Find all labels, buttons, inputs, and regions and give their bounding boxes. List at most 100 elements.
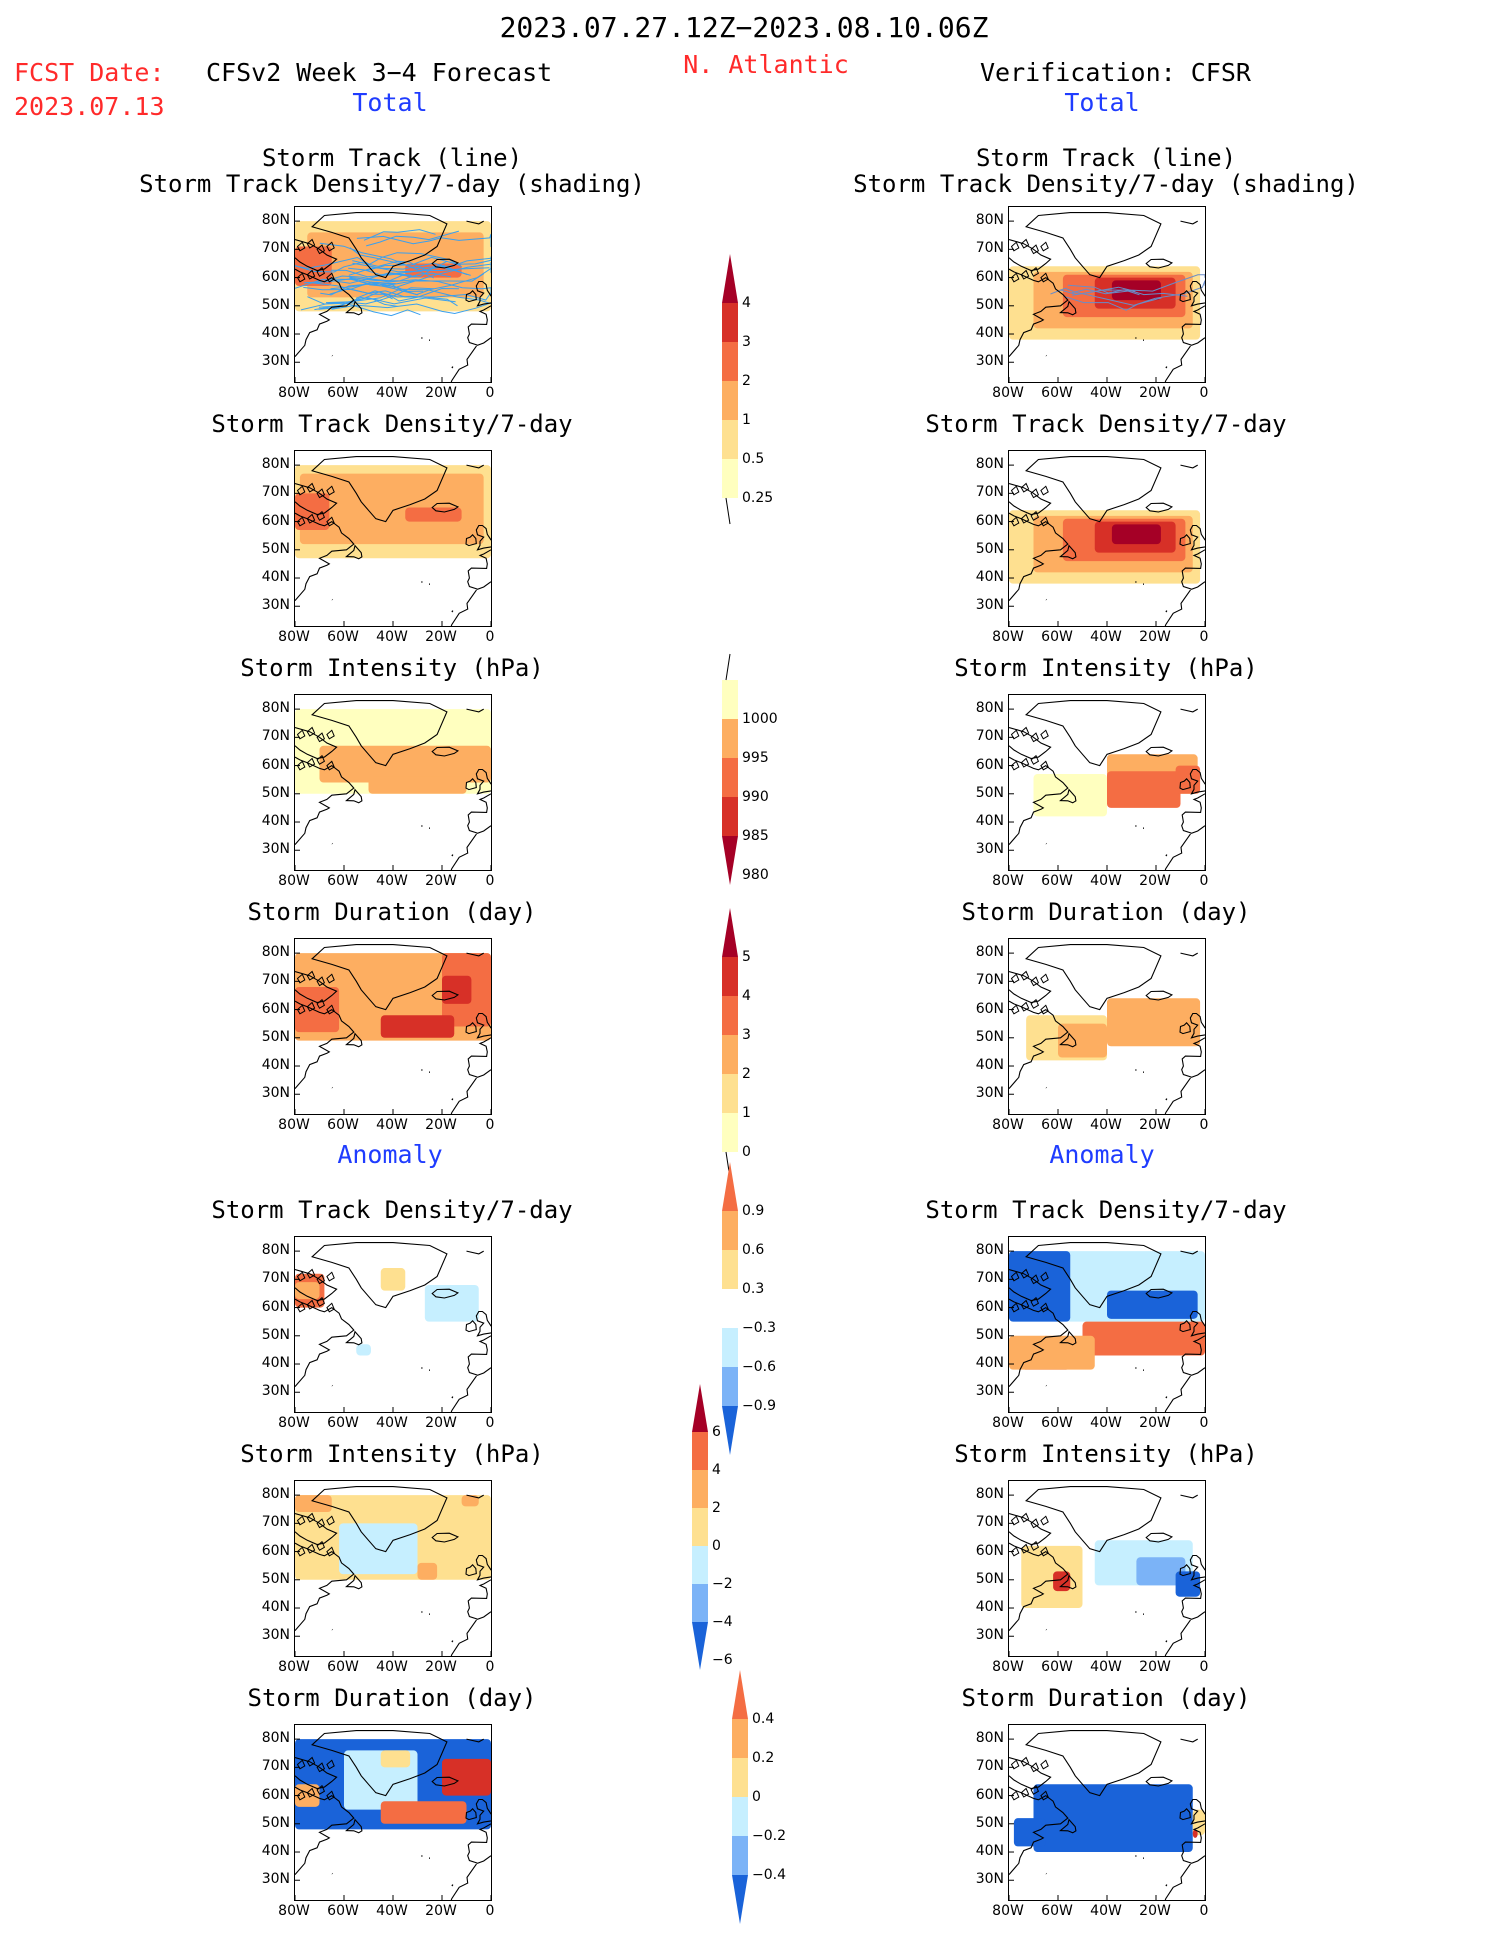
- cf-anom-density-shade-2: [1107, 1291, 1198, 1319]
- fc-duration-isle-0: [452, 1099, 453, 1100]
- cb-intensity-swatch-0: [722, 680, 738, 719]
- cb-anom-duration-label: 0: [752, 1789, 761, 1805]
- cf-duration-lon-label: 80W: [992, 1117, 1024, 1133]
- cf-anom-duration-lat-label: 30N: [970, 1871, 1004, 1887]
- cb-intensity-swatch-1: [722, 719, 738, 758]
- fc-track-subtitle: Storm Track Density/7-day (shading): [139, 172, 645, 196]
- cf-track-lon-label: 40W: [1090, 385, 1122, 401]
- cb-anom-density-swatch-4: [722, 1328, 738, 1367]
- cf-intensity-title: Storm Intensity (hPa): [954, 656, 1257, 680]
- fc-anom-density-map-svg: [295, 1237, 491, 1412]
- cf-density-lon-label: 60W: [1041, 629, 1073, 645]
- section-anomaly-left: Anomaly: [337, 1142, 442, 1167]
- cb-anom-density-label: −0.3: [742, 1320, 776, 1336]
- cf-anom-intensity-lat-label: 50N: [970, 1571, 1004, 1587]
- cb-anom-density-label: 0.9: [742, 1203, 764, 1219]
- fc-anom-duration-map-svg: [295, 1725, 491, 1900]
- cf-anom-density-map: [1008, 1236, 1206, 1413]
- cb-anom-density-swatch-1: [722, 1211, 738, 1250]
- cf-duration-map-svg: [1009, 939, 1205, 1114]
- fc-anom-intensity-lat-label: 40N: [256, 1599, 290, 1615]
- cf-anom-intensity-lat-label: 30N: [970, 1627, 1004, 1643]
- cf-duration-lat-label: 70N: [970, 972, 1004, 988]
- fc-anom-duration-lon-label: 40W: [376, 1903, 408, 1919]
- cf-intensity-lat-label: 70N: [970, 728, 1004, 744]
- cf-intensity-coastline-8: [1163, 834, 1190, 870]
- cf-intensity-lon-label: 20W: [1139, 873, 1171, 889]
- fc-duration-shade-3: [381, 1015, 455, 1038]
- cf-anom-duration-island-7: [1041, 1760, 1048, 1769]
- fc-anom-density-lon-label: 80W: [278, 1415, 310, 1431]
- fc-anom-intensity-lon-label: 40W: [376, 1659, 408, 1675]
- fc-density-lon-label: 0: [486, 629, 495, 645]
- fc-intensity-lat-label: 50N: [256, 785, 290, 801]
- cf-duration-lat-label: 40N: [970, 1057, 1004, 1073]
- fc-duration-lat-label: 70N: [256, 972, 290, 988]
- cf-density-title: Storm Track Density/7-day: [925, 412, 1286, 436]
- cf-anom-intensity-map: [1008, 1480, 1206, 1657]
- fc-intensity-coastline-5: [468, 794, 491, 834]
- fc-density-lon-label: 40W: [376, 629, 408, 645]
- fc-anom-duration-lon-label: 0: [486, 1903, 495, 1919]
- cf-anom-density-map-svg: [1009, 1237, 1205, 1412]
- fc-anom-density-island-3: [327, 1303, 334, 1312]
- cb-density-label: 0.25: [742, 490, 773, 506]
- cf-track-lon-label: 20W: [1139, 385, 1171, 401]
- fc-intensity-lat-label: 80N: [256, 700, 290, 716]
- cf-intensity-shade-0: [1034, 774, 1108, 816]
- cb-anom-intensity-label: 4: [712, 1462, 721, 1478]
- cf-anom-density-lon-label: 60W: [1041, 1415, 1073, 1431]
- fc-anom-duration-shade-2: [381, 1750, 410, 1767]
- cf-track-subtitle: Storm Track Density/7-day (shading): [853, 172, 1359, 196]
- fc-density-lat-label: 80N: [256, 456, 290, 472]
- cf-anom-intensity-lon-label: 0: [1200, 1659, 1209, 1675]
- cf-track-coastline-8: [1163, 346, 1190, 382]
- cf-density-lon-label: 80W: [992, 629, 1024, 645]
- fc-anom-intensity-lat-label: 80N: [256, 1486, 290, 1502]
- cf-track-coastline-9: [1181, 221, 1198, 224]
- cf-track-lat-label: 50N: [970, 297, 1004, 313]
- fc-anom-density-coastline-5: [468, 1336, 491, 1376]
- fc-anom-density-shade-4: [356, 1344, 371, 1355]
- cf-duration-lon-label: 20W: [1139, 1117, 1171, 1133]
- cb-anom-intensity-swatch-5: [692, 1584, 708, 1622]
- fc-intensity-map-svg: [295, 695, 491, 870]
- cb-anom-intensity-label: 0: [712, 1538, 721, 1554]
- cf-density-island-7: [1041, 486, 1048, 495]
- cb-duration-label: 5: [742, 949, 751, 965]
- fc-density-lat-label: 40N: [256, 569, 290, 585]
- cf-anom-density-lon-label: 20W: [1139, 1415, 1171, 1431]
- fc-anom-density-isle-0: [452, 1397, 453, 1398]
- cb-anom-density-swatch-5: [722, 1367, 738, 1406]
- fc-intensity-lat-label: 70N: [256, 728, 290, 744]
- cf-anom-density-lat-label: 40N: [970, 1355, 1004, 1371]
- cf-density-map-svg: [1009, 451, 1205, 626]
- fc-anom-density-island-7: [327, 1272, 334, 1281]
- cf-intensity-lat-label: 80N: [970, 700, 1004, 716]
- fc-anom-density-coastline-7: [466, 1321, 476, 1332]
- cb-density-swatch-4: [722, 420, 738, 459]
- fc-track-lon-label: 20W: [425, 385, 457, 401]
- cb-anom-duration-label: −0.4: [752, 1867, 786, 1883]
- fc-anom-duration-shade-3: [381, 1801, 467, 1824]
- fc-anom-duration-isle-0: [452, 1885, 453, 1886]
- cf-density-lon-label: 40W: [1090, 629, 1122, 645]
- fc-anom-intensity-coastline-5: [468, 1580, 491, 1620]
- cb-intensity-label: 995: [742, 750, 769, 766]
- fc-track-lat-label: 50N: [256, 297, 290, 313]
- cf-duration-island-3: [1041, 1005, 1048, 1014]
- cf-duration-lat-label: 60N: [970, 1001, 1004, 1017]
- fc-track-coastline-5: [468, 306, 491, 346]
- cb-anom-intensity-label: 6: [712, 1424, 721, 1440]
- fc-anom-duration-lon-label: 20W: [425, 1903, 457, 1919]
- cb-anom-intensity-swatch-1: [692, 1432, 708, 1470]
- fc-duration-lat-label: 50N: [256, 1029, 290, 1045]
- fc-anom-intensity-title: Storm Intensity (hPa): [240, 1442, 543, 1466]
- cf-duration-isle-0: [1166, 1099, 1167, 1100]
- cf-intensity-lon-label: 40W: [1090, 873, 1122, 889]
- fc-anom-intensity-lon-label: 0: [486, 1659, 495, 1675]
- fc-duration-lat-label: 40N: [256, 1057, 290, 1073]
- cb-anom-intensity-swatch-0: [692, 1384, 708, 1432]
- fc-anom-intensity-shade-1: [339, 1523, 417, 1574]
- fc-density-isle-0: [452, 611, 453, 612]
